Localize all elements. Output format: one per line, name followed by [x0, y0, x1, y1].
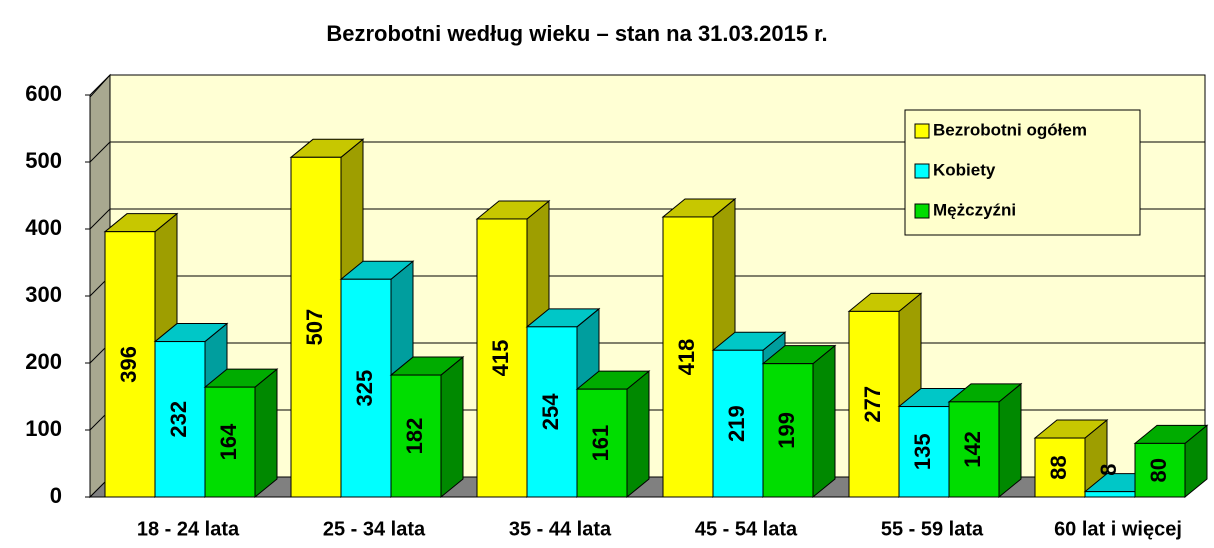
- chart-title: Bezrobotni według wieku – stan na 31.03.…: [326, 21, 827, 46]
- legend-swatch: [914, 123, 930, 139]
- bar: [948, 401, 1000, 498]
- legend-swatch: [914, 163, 930, 179]
- bar: [762, 363, 814, 498]
- bar: [290, 156, 342, 498]
- x-tick-label: 60 lat i więcej: [1054, 518, 1182, 540]
- bar: [712, 349, 764, 498]
- bar: [204, 386, 256, 498]
- value-label: 161: [588, 425, 613, 462]
- y-tick-label: 600: [25, 81, 62, 106]
- grid-line-side: [89, 141, 111, 163]
- bar: [662, 216, 714, 498]
- y-tick-label: 100: [25, 416, 62, 441]
- bar: [576, 388, 628, 498]
- x-tick-label: 45 - 54 lata: [695, 518, 798, 540]
- x-tick-label: 25 - 34 lata: [323, 518, 426, 540]
- value-label: 88: [1046, 455, 1071, 479]
- y-tick-label: 0: [50, 483, 62, 508]
- y-tick-label: 200: [25, 349, 62, 374]
- bar: [1084, 491, 1136, 498]
- legend: Bezrobotni ogółem Kobiety Mężczyźni: [904, 109, 1141, 236]
- bar: [526, 326, 578, 498]
- value-label: 142: [960, 431, 985, 468]
- value-label: 415: [488, 340, 513, 377]
- grid-line-side: [89, 74, 111, 96]
- value-label: 80: [1146, 458, 1171, 482]
- bar-side: [998, 382, 1022, 499]
- value-label: 219: [724, 405, 749, 442]
- legend-box: [904, 109, 1141, 236]
- value-label: 232: [166, 401, 191, 438]
- value-label: 164: [216, 423, 241, 460]
- bar: [154, 341, 206, 498]
- value-label: 325: [352, 370, 377, 407]
- bar-side: [812, 344, 836, 499]
- bar: [848, 310, 900, 498]
- legend-label: Kobiety: [933, 160, 996, 179]
- bar: [390, 374, 442, 498]
- y-tick-label: 300: [25, 282, 62, 307]
- x-tick-label: 55 - 59 lata: [881, 518, 984, 540]
- value-label: 135: [910, 433, 935, 470]
- x-tick-label: 35 - 44 lata: [509, 518, 612, 540]
- bar: [476, 218, 528, 498]
- y-tick-label: 500: [25, 148, 62, 173]
- grid-line-side: [89, 208, 111, 230]
- bar-side: [626, 370, 650, 499]
- legend-label: Mężczyźni: [933, 200, 1016, 219]
- value-label: 182: [402, 418, 427, 455]
- bar-side: [440, 356, 464, 499]
- value-label: 199: [774, 412, 799, 449]
- bar: [1034, 437, 1086, 498]
- bar: [898, 406, 950, 498]
- legend-swatch: [914, 203, 930, 219]
- value-label: 8: [1096, 464, 1121, 476]
- value-label: 507: [302, 309, 327, 346]
- bar-side: [254, 368, 278, 499]
- x-tick-label: 18 - 24 lata: [137, 518, 240, 540]
- value-label: 396: [116, 346, 141, 383]
- bar: [104, 231, 156, 498]
- value-label: 418: [674, 339, 699, 376]
- value-label: 277: [860, 386, 885, 423]
- legend-label: Bezrobotni ogółem: [933, 120, 1087, 139]
- y-tick-label: 400: [25, 215, 62, 240]
- value-label: 254: [538, 393, 563, 430]
- bar: [1134, 442, 1186, 498]
